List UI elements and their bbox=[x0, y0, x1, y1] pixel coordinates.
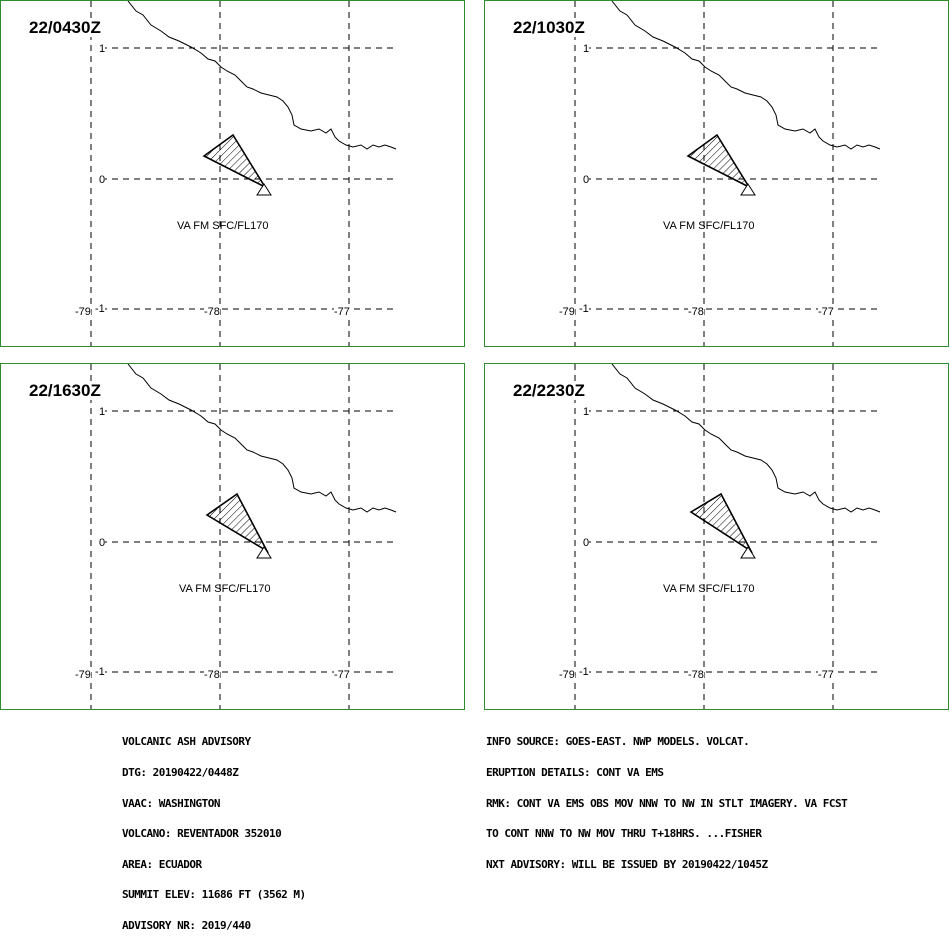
lon-label-78: -78 bbox=[204, 306, 220, 318]
coastline bbox=[611, 364, 881, 513]
lon-label-77: -77 bbox=[334, 669, 350, 681]
lon-label-77: -77 bbox=[818, 669, 834, 681]
va-label: VA FM SFC/FL170 bbox=[179, 583, 271, 595]
va-label: VA FM SFC/FL170 bbox=[663, 220, 755, 232]
map-panel-1: 22/0430Z 1 0 -1 -79 -78 -77 VA FM SFC/FL… bbox=[0, 0, 465, 347]
volcano-icon bbox=[256, 183, 272, 196]
lat-label-minus1: -1 bbox=[579, 303, 589, 315]
lon-label-78: -78 bbox=[204, 669, 220, 681]
advisory-line: INFO SOURCE: GOES-EAST. NWP MODELS. VOLC… bbox=[486, 735, 750, 749]
lon-label-78: -78 bbox=[688, 306, 704, 318]
lat-label-0: 0 bbox=[583, 537, 590, 549]
lat-label-0: 0 bbox=[583, 174, 590, 186]
lon-label-78: -78 bbox=[688, 669, 704, 681]
lon-label-77: -77 bbox=[818, 306, 834, 318]
panel-time: 22/2230Z bbox=[513, 381, 585, 400]
lat-label-1: 1 bbox=[99, 406, 106, 418]
lat-label-1: 1 bbox=[583, 406, 590, 418]
lat-label-minus1: -1 bbox=[95, 666, 105, 678]
coastline bbox=[127, 1, 397, 150]
advisory-line: SUMMIT ELEV: 11686 FT (3562 M) bbox=[122, 888, 306, 902]
map-panel-4: 22/2230Z 1 0 -1 -79 -78 -77 VA FM SFC/FL… bbox=[484, 363, 949, 710]
advisory-left-block: VOLCANIC ASH ADVISORY DTG: 20190422/0448… bbox=[122, 717, 306, 941]
advisory-line: AREA: ECUADOR bbox=[122, 857, 202, 871]
advisory-line: TO CONT NNW TO NW MOV THRU T+18HRS. ...F… bbox=[486, 827, 762, 841]
lon-label-79: -79 bbox=[559, 669, 575, 681]
lat-label-1: 1 bbox=[583, 43, 590, 55]
coastline bbox=[611, 1, 881, 150]
lat-label-0: 0 bbox=[99, 174, 106, 186]
lat-label-1: 1 bbox=[99, 43, 106, 55]
map-canvas bbox=[90, 364, 397, 709]
map-canvas bbox=[90, 1, 397, 346]
advisory-right-block: INFO SOURCE: GOES-EAST. NWP MODELS. VOLC… bbox=[486, 717, 848, 880]
map-canvas bbox=[574, 1, 881, 346]
panel-time: 22/1630Z bbox=[29, 381, 101, 400]
lat-label-0: 0 bbox=[99, 537, 106, 549]
volcano-icon bbox=[740, 183, 756, 196]
volcano-icon bbox=[740, 546, 756, 559]
panel-time: 22/0430Z bbox=[29, 18, 101, 37]
advisory-line: ADVISORY NR: 2019/440 bbox=[122, 919, 251, 933]
lon-label-79: -79 bbox=[559, 306, 575, 318]
advisory-line: RMK: CONT VA EMS OBS MOV NNW TO NW IN ST… bbox=[486, 796, 848, 810]
va-label: VA FM SFC/FL170 bbox=[177, 220, 269, 232]
lon-label-79: -79 bbox=[75, 306, 91, 318]
advisory-line: NXT ADVISORY: WILL BE ISSUED BY 20190422… bbox=[486, 857, 768, 871]
map-panel-3: 22/1630Z 1 0 -1 -79 -78 -77 VA FM SFC/FL… bbox=[0, 363, 465, 710]
ash-cloud-area bbox=[205, 492, 270, 554]
advisory-line: ERUPTION DETAILS: CONT VA EMS bbox=[486, 766, 664, 780]
ash-cloud-area bbox=[686, 133, 752, 190]
ash-cloud-area bbox=[202, 133, 268, 190]
map-canvas bbox=[574, 364, 881, 709]
lon-label-79: -79 bbox=[75, 669, 91, 681]
ash-cloud-area bbox=[689, 492, 754, 554]
panel-time: 22/1030Z bbox=[513, 18, 585, 37]
lon-label-77: -77 bbox=[334, 306, 350, 318]
lat-label-minus1: -1 bbox=[95, 303, 105, 315]
lat-label-minus1: -1 bbox=[579, 666, 589, 678]
map-panel-2: 22/1030Z 1 0 -1 -79 -78 -77 VA FM SFC/FL… bbox=[484, 0, 949, 347]
advisory-line: VOLCANIC ASH ADVISORY bbox=[122, 735, 251, 749]
advisory-line: VAAC: WASHINGTON bbox=[122, 796, 220, 810]
advisory-line: DTG: 20190422/0448Z bbox=[122, 766, 239, 780]
advisory-line: VOLCANO: REVENTADOR 352010 bbox=[122, 827, 282, 841]
va-label: VA FM SFC/FL170 bbox=[663, 583, 755, 595]
coastline bbox=[127, 364, 397, 513]
volcano-icon bbox=[256, 546, 272, 559]
